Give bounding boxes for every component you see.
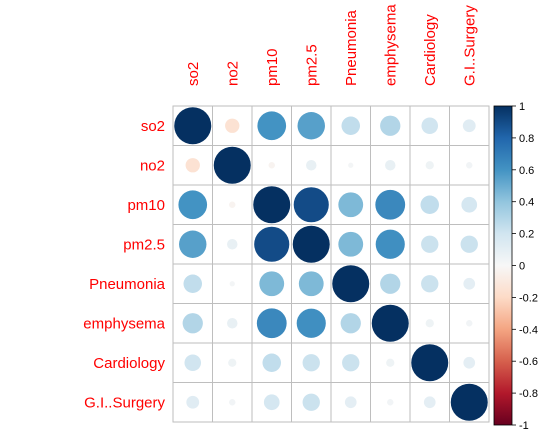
corr-circle-pm10-pm10 (253, 186, 291, 224)
corr-circle-emphysema-pm2.5 (296, 308, 326, 338)
corr-circle-pm10-Cardiology (420, 195, 439, 214)
corr-circle-Pneumonia-no2 (229, 281, 235, 287)
corr-circle-so2-pm10 (257, 111, 287, 141)
colorbar-tick-label: 0.2 (519, 229, 534, 241)
corr-circle-G.I..Surgery-Pneumonia (344, 396, 357, 409)
corr-circle-Cardiology-Cardiology (411, 344, 449, 382)
corr-circle-Cardiology-pm2.5 (302, 354, 320, 372)
column-label: Cardiology (422, 14, 439, 86)
colorbar: 1 0.8 0.6 0.4 0.2 0 -0.2 -0.4 -0.6 -0.8 -1 (493, 101, 538, 432)
corr-circle-pm10-no2 (229, 201, 236, 208)
corr-circle-pm2.5-Pneumonia (338, 231, 364, 257)
corr-circle-Pneumonia-G.I..Surgery (463, 277, 476, 290)
colorbar-tick-label: -0.8 (519, 388, 538, 400)
column-labels: so2 no2 pm10 pm2.5 Pneumonia emphysema Cardiol… (185, 4, 479, 86)
row-label: so2 (141, 118, 165, 135)
corr-circle-pm2.5-Cardiology (421, 235, 439, 253)
corr-circle-emphysema-emphysema (371, 304, 409, 342)
corr-circle-no2-pm2.5 (306, 160, 317, 171)
corr-circle-Pneumonia-emphysema (380, 273, 401, 294)
corr-circle-G.I..Surgery-Cardiology (423, 396, 436, 409)
row-labels: so2 no2 pm10 pm2.5 Pneumonia emphysema Cardiol… (83, 118, 165, 412)
corr-circle-so2-Pneumonia (341, 116, 360, 135)
column-label: so2 (185, 62, 202, 86)
corr-circle-emphysema-Pneumonia (340, 313, 361, 334)
corr-circle-pm10-Pneumonia (338, 192, 364, 218)
corr-circle-G.I..Surgery-no2 (229, 399, 236, 406)
row-label: pm10 (127, 197, 165, 214)
corr-circle-G.I..Surgery-pm10 (263, 394, 280, 411)
corr-circle-pm2.5-pm2.5 (292, 225, 330, 263)
corr-circle-emphysema-G.I..Surgery (466, 320, 473, 327)
grid-cell (370, 145, 411, 186)
column-label: G.I..Surgery (461, 5, 478, 86)
corr-circle-so2-no2 (225, 118, 240, 133)
corr-circle-no2-so2 (185, 158, 200, 173)
corr-circle-so2-G.I..Surgery (462, 119, 476, 133)
colorbar-tick-label: 1 (519, 101, 525, 113)
column-label: emphysema (382, 4, 399, 86)
corr-circle-no2-no2 (213, 146, 251, 184)
corr-circle-Cardiology-pm10 (262, 353, 281, 372)
corr-circle-so2-pm2.5 (297, 112, 325, 140)
corr-circle-G.I..Surgery-G.I..Surgery (450, 383, 488, 421)
correlation-circles (174, 107, 488, 421)
corr-circle-Pneumonia-pm2.5 (298, 271, 324, 297)
corr-circle-no2-Pneumonia (348, 162, 354, 168)
corr-circle-pm10-G.I..Surgery (461, 196, 478, 213)
corr-circle-no2-G.I..Surgery (466, 162, 473, 169)
corr-circle-so2-so2 (174, 107, 212, 145)
corr-circle-no2-pm10 (268, 162, 275, 169)
colorbar-gradient (493, 105, 513, 426)
corr-circle-pm2.5-so2 (179, 230, 207, 258)
corr-circle-emphysema-so2 (182, 313, 203, 334)
corr-circle-so2-emphysema (380, 115, 401, 136)
column-label: no2 (224, 61, 241, 86)
row-label: Pneumonia (89, 276, 166, 293)
colorbar-tick-label: -0.2 (519, 292, 538, 304)
row-label: G.I..Surgery (84, 394, 165, 411)
corr-circle-pm2.5-emphysema (375, 229, 405, 259)
corr-circle-so2-Cardiology (421, 117, 439, 135)
corr-circle-G.I..Surgery-pm2.5 (302, 393, 320, 411)
corr-circle-emphysema-Cardiology (425, 319, 434, 328)
colorbar-tick-label: -0.6 (519, 356, 538, 368)
corr-circle-Cardiology-G.I..Surgery (463, 356, 476, 369)
colorbar-tick-label: 0.8 (519, 133, 534, 145)
colorbar-tick-label: 0.4 (519, 197, 534, 209)
corr-circle-pm10-so2 (178, 190, 208, 220)
row-label: no2 (140, 157, 165, 174)
row-label: Cardiology (93, 355, 165, 372)
corr-circle-G.I..Surgery-so2 (186, 395, 200, 409)
colorbar-tick-label: 0.6 (519, 165, 534, 177)
corr-circle-Cardiology-no2 (228, 358, 237, 367)
corr-circle-pm2.5-G.I..Surgery (460, 235, 478, 253)
corr-circle-G.I..Surgery-emphysema (387, 399, 394, 406)
corr-circle-no2-emphysema (385, 160, 396, 171)
corr-circle-pm2.5-no2 (227, 239, 238, 250)
corr-circle-pm2.5-pm10 (254, 226, 290, 262)
corr-circle-Pneumonia-Pneumonia (332, 265, 370, 303)
colorbar-tick-label: -1 (519, 420, 529, 432)
corr-circle-pm10-emphysema (375, 189, 406, 220)
colorbar-tick-label: -0.4 (519, 324, 538, 336)
corr-circle-emphysema-pm10 (256, 308, 287, 339)
grid-cell (449, 105, 490, 146)
row-label: pm2.5 (123, 236, 165, 253)
colorbar-tick-label: 0 (519, 261, 525, 273)
corr-circle-Cardiology-emphysema (386, 358, 395, 367)
corr-circle-no2-Cardiology (425, 161, 434, 170)
corr-circle-Pneumonia-Cardiology (421, 275, 439, 293)
corr-circle-Pneumonia-so2 (183, 274, 202, 293)
row-label: emphysema (83, 315, 165, 332)
corr-circle-Cardiology-so2 (184, 354, 202, 372)
column-label: pm10 (264, 48, 281, 86)
column-label: Pneumonia (343, 9, 360, 86)
corr-circle-Cardiology-Pneumonia (342, 354, 360, 372)
corr-circle-emphysema-no2 (227, 318, 238, 329)
corr-circle-Pneumonia-pm10 (259, 271, 285, 297)
corr-circle-pm10-pm2.5 (293, 187, 329, 223)
column-label: pm2.5 (303, 44, 320, 86)
